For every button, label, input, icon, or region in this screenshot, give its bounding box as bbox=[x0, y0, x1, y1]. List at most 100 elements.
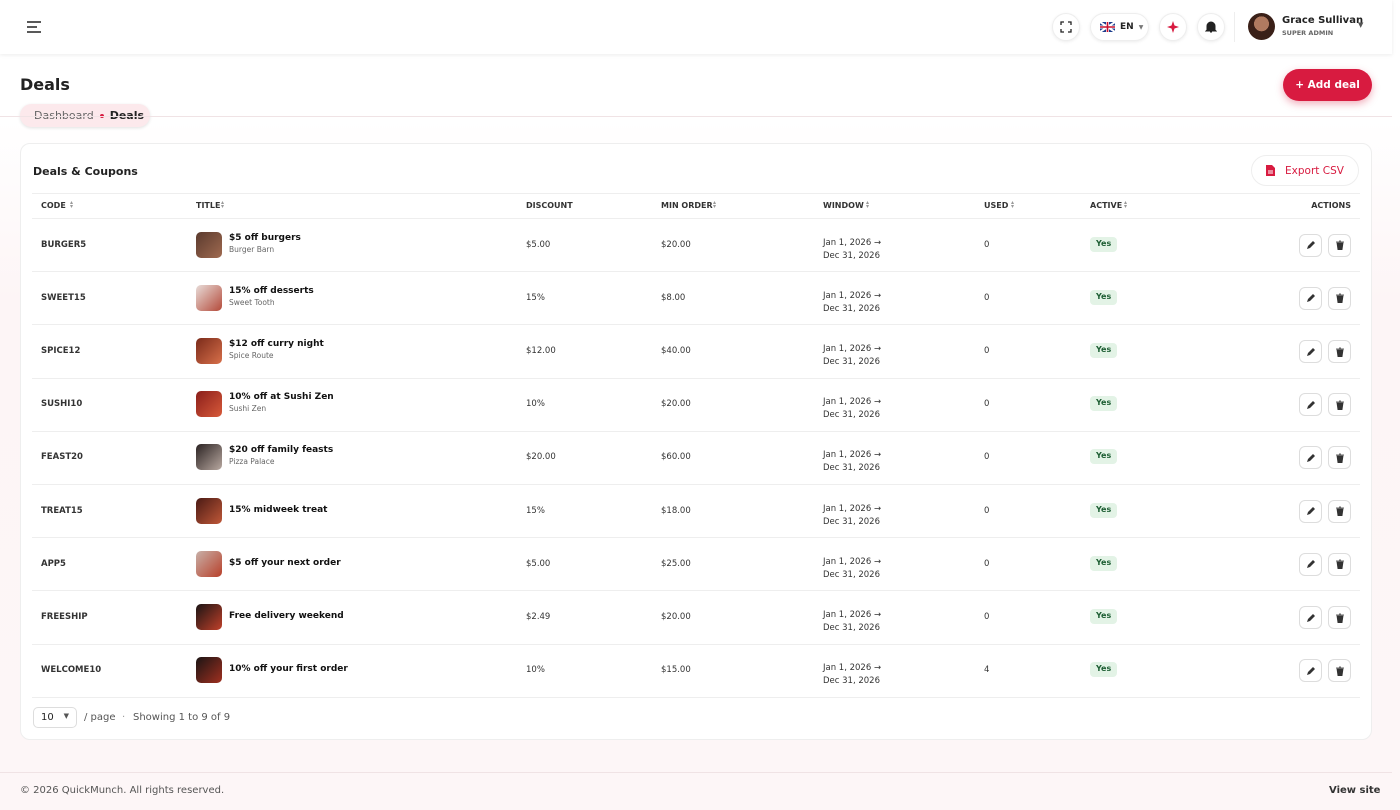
fullscreen-icon bbox=[1060, 21, 1072, 33]
deal-code: TREAT15 bbox=[41, 505, 83, 516]
deal-thumbnail bbox=[196, 391, 222, 418]
delete-button[interactable] bbox=[1328, 606, 1351, 629]
deal-title: $5 off burgers bbox=[229, 232, 301, 243]
delete-button[interactable] bbox=[1328, 552, 1351, 576]
copyright: © 2026 QuickMunch. All rights reserved. bbox=[20, 785, 225, 796]
divider bbox=[32, 696, 1360, 698]
breadcrumb-current: Deals bbox=[109, 109, 145, 122]
divider bbox=[32, 218, 1360, 219]
page-size-select[interactable]: 10 ▼ bbox=[33, 707, 77, 728]
pencil-icon bbox=[1306, 560, 1315, 569]
avatar[interactable] bbox=[1248, 13, 1275, 40]
sort-icon[interactable]: ▴ ▾ bbox=[1011, 199, 1015, 210]
menu-toggle[interactable] bbox=[26, 20, 42, 34]
active-badge: Yes bbox=[1090, 555, 1118, 571]
sort-icon[interactable]: ▴ ▾ bbox=[713, 199, 717, 210]
deal-thumbnail bbox=[196, 284, 222, 311]
pencil-icon bbox=[1306, 613, 1315, 622]
divider bbox=[32, 193, 1360, 194]
sort-icon[interactable]: ▴ ▾ bbox=[866, 199, 870, 210]
delete-button[interactable] bbox=[1328, 233, 1351, 257]
sort-icon[interactable]: ▴ ▾ bbox=[70, 199, 74, 210]
fullscreen-button[interactable] bbox=[1052, 13, 1080, 41]
column-header: ACTIONS bbox=[1311, 201, 1351, 210]
edit-button[interactable] bbox=[1299, 393, 1322, 417]
deal-title: $12 off curry night bbox=[229, 339, 324, 349]
used-count: 0 bbox=[984, 612, 990, 622]
delete-button[interactable] bbox=[1328, 286, 1351, 310]
window-start: Jan 1, 2026 → bbox=[823, 397, 882, 408]
page-size: 10 bbox=[41, 712, 54, 723]
active-badge: Yes bbox=[1090, 662, 1118, 678]
window-end: Dec 31, 2026 bbox=[823, 569, 881, 580]
edit-button[interactable] bbox=[1299, 552, 1322, 576]
sort-icon[interactable]: ▴ ▾ bbox=[221, 199, 225, 210]
breadcrumb-dot bbox=[99, 113, 104, 118]
caret: ▼ bbox=[63, 712, 69, 720]
divider bbox=[32, 271, 1360, 273]
divider bbox=[32, 643, 1360, 645]
user-caret[interactable]: ▼ bbox=[1358, 21, 1364, 29]
active-badge: Yes bbox=[1090, 449, 1118, 465]
export-label: Export CSV bbox=[1285, 164, 1344, 177]
window-end: Dec 31, 2026 bbox=[823, 623, 881, 633]
user-name[interactable]: Grace Sullivan bbox=[1282, 15, 1364, 26]
add-deal-button[interactable]: + Add deal bbox=[1283, 69, 1372, 101]
edit-button[interactable] bbox=[1299, 446, 1322, 470]
pencil-icon bbox=[1306, 400, 1315, 409]
column-header[interactable]: ACTIVE bbox=[1090, 201, 1123, 210]
notifications-button[interactable] bbox=[1197, 13, 1225, 41]
discount: $2.49 bbox=[526, 612, 551, 622]
discount: 10% bbox=[526, 665, 545, 676]
column-header[interactable]: TITLE bbox=[196, 201, 221, 210]
deal-title: Free delivery weekend bbox=[229, 611, 344, 621]
edit-button[interactable] bbox=[1299, 286, 1322, 310]
breadcrumb-link[interactable]: Dashboard bbox=[34, 109, 94, 122]
min-order: $20.00 bbox=[661, 612, 691, 622]
min-order: $20.00 bbox=[661, 239, 691, 250]
discount: $5.00 bbox=[526, 239, 551, 250]
per-page-label: / page bbox=[84, 712, 116, 723]
edit-button[interactable] bbox=[1299, 606, 1322, 629]
deal-code: APP5 bbox=[41, 558, 66, 569]
delete-button[interactable] bbox=[1328, 446, 1351, 470]
deal-code: FEAST20 bbox=[41, 452, 83, 463]
window-end: Dec 31, 2026 bbox=[823, 676, 881, 687]
window-end: Dec 31, 2026 bbox=[823, 463, 881, 474]
edit-button[interactable] bbox=[1299, 233, 1322, 257]
trash-icon bbox=[1335, 400, 1344, 410]
view-site-link[interactable]: View site bbox=[1329, 785, 1381, 796]
column-header[interactable]: USED bbox=[984, 201, 1009, 210]
edit-button[interactable] bbox=[1299, 340, 1322, 363]
active-badge: Yes bbox=[1090, 609, 1118, 624]
language-select[interactable]: EN ▼ bbox=[1090, 13, 1149, 41]
delete-button[interactable] bbox=[1328, 659, 1351, 683]
delete-button[interactable] bbox=[1328, 340, 1351, 363]
deal-title: $20 off family feasts bbox=[229, 445, 334, 456]
flag-icon bbox=[1100, 22, 1115, 32]
deal-title: 15% off desserts bbox=[229, 285, 314, 296]
breadcrumb: Dashboard Deals bbox=[20, 104, 150, 127]
delete-button[interactable] bbox=[1328, 393, 1351, 417]
trash-icon bbox=[1335, 613, 1344, 623]
active-badge: Yes bbox=[1090, 343, 1118, 358]
ai-button[interactable] bbox=[1159, 13, 1187, 41]
min-order: $8.00 bbox=[661, 292, 686, 303]
edit-button[interactable] bbox=[1299, 499, 1322, 523]
discount: 15% bbox=[526, 292, 545, 303]
column-header[interactable]: WINDOW bbox=[823, 201, 864, 210]
used-count: 0 bbox=[984, 505, 990, 516]
delete-button[interactable] bbox=[1328, 499, 1351, 523]
edit-button[interactable] bbox=[1299, 659, 1322, 683]
sort-icon[interactable]: ▴ ▾ bbox=[1124, 199, 1128, 210]
column-header[interactable]: MIN ORDER bbox=[661, 201, 713, 210]
pencil-icon bbox=[1306, 347, 1315, 356]
discount: $20.00 bbox=[526, 452, 556, 463]
active-badge: Yes bbox=[1090, 502, 1118, 518]
used-count: 0 bbox=[984, 399, 990, 410]
vendor-name: Pizza Palace bbox=[229, 457, 275, 467]
divider bbox=[32, 377, 1360, 379]
export-csv-button[interactable]: Export CSV bbox=[1251, 155, 1359, 186]
deal-thumbnail bbox=[196, 657, 222, 684]
column-header[interactable]: CODE bbox=[41, 201, 66, 210]
